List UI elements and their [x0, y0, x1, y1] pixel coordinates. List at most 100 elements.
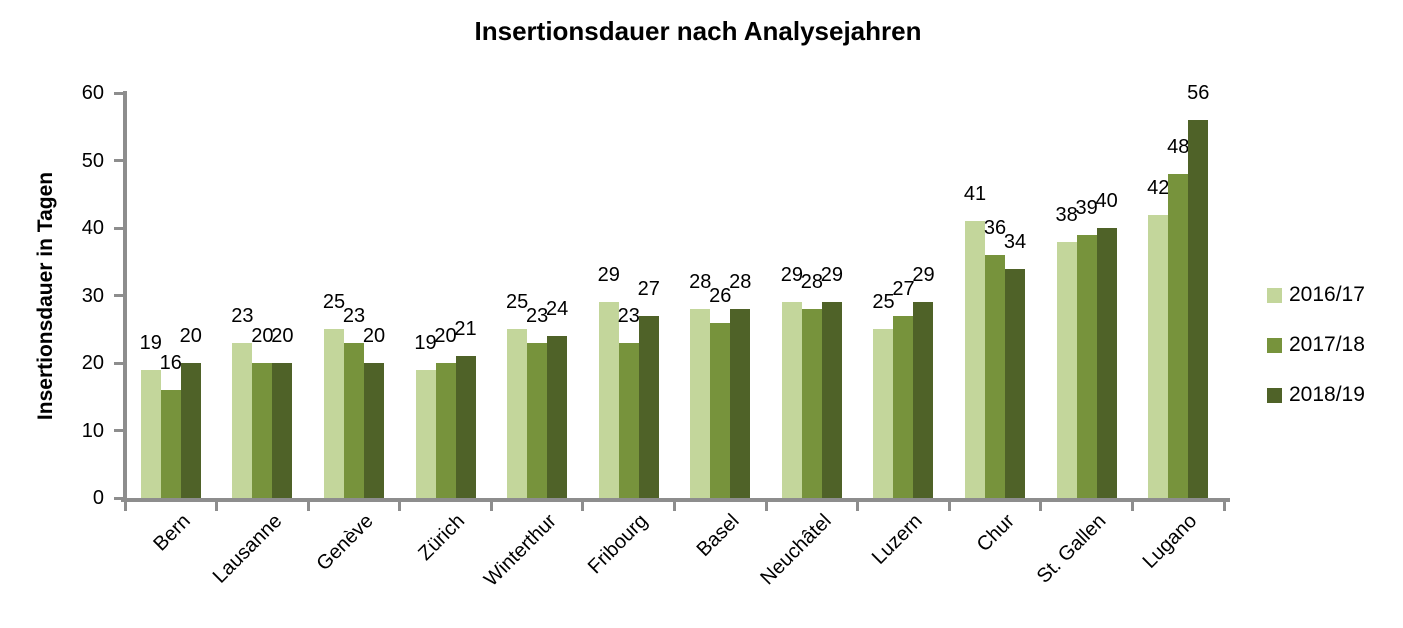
x-axis-label: Chur	[972, 510, 1019, 557]
data-label: 29	[912, 264, 935, 287]
chart-title: Insertionsdauer nach Analysejahren	[474, 16, 922, 46]
bar-2017-18-Neuchâtel	[801, 309, 822, 498]
data-label: 38	[1055, 203, 1078, 226]
bar-2018-19-Lugano	[1188, 120, 1209, 498]
data-label: 19	[139, 331, 162, 354]
data-label: 23	[617, 304, 640, 327]
data-label: 48	[1167, 136, 1190, 158]
bar-2016-17-Lausanne	[232, 342, 253, 498]
data-label: 28	[729, 271, 752, 293]
bar-2018-19-Fribourg	[638, 315, 659, 498]
bar-2017-18-Lugano	[1168, 174, 1189, 498]
x-axis-label: Lugano	[1139, 510, 1202, 573]
data-label: 29	[820, 264, 843, 287]
bar-2017-18-Lausanne	[252, 363, 273, 498]
bar-2018-19-Genève	[363, 363, 384, 498]
y-axis-tick	[114, 429, 125, 432]
legend-swatch	[1267, 287, 1282, 303]
data-label: 21	[454, 318, 477, 341]
data-label: 23	[342, 304, 366, 327]
bar-2016-17-Luzern	[873, 329, 894, 498]
data-label: 20	[434, 325, 457, 347]
bar-2018-19-Luzern	[913, 302, 934, 498]
x-axis-tick	[673, 498, 676, 511]
data-label: 25	[872, 291, 895, 314]
y-axis-tick-label: 40	[81, 217, 104, 239]
bar-2017-18-Fribourg	[618, 342, 639, 498]
data-label: 29	[780, 264, 803, 287]
data-label: 26	[709, 284, 732, 307]
data-label: 39	[1075, 196, 1098, 219]
x-axis-label: St. Gallen	[1032, 510, 1111, 588]
bar-2017-18-Luzern	[893, 315, 914, 498]
data-label: 20	[179, 325, 202, 347]
data-label: 20	[362, 325, 386, 347]
x-axis-label: Luzern	[868, 510, 928, 569]
bar-2018-19-Basel	[730, 309, 751, 498]
x-axis-tick	[489, 498, 493, 511]
bar-2016-17-Fribourg	[598, 302, 619, 498]
y-axis-tick-label: 10	[81, 419, 104, 442]
data-label: 28	[689, 271, 712, 293]
bar-2017-18-Zürich	[435, 363, 456, 498]
data-label: 42	[1147, 176, 1170, 199]
bar-2016-17-Lugano	[1148, 214, 1169, 498]
x-axis-label: Lausanne	[208, 510, 286, 588]
x-axis-tick	[306, 498, 310, 511]
data-label: 19	[414, 331, 437, 354]
bar-2017-18-St. Gallen	[1076, 234, 1097, 498]
legend-swatch	[1267, 387, 1282, 403]
y-axis-tick	[114, 496, 125, 500]
data-label: 29	[597, 264, 620, 287]
y-axis-line	[123, 91, 127, 502]
bar-2017-18-Basel	[710, 322, 731, 498]
bar-2017-18-Genève	[343, 342, 364, 498]
bar-2018-19-Winterthur	[547, 336, 568, 498]
legend-swatch	[1267, 337, 1282, 353]
y-axis-tick-label: 30	[81, 284, 104, 307]
bar-2016-17-Basel	[690, 309, 711, 498]
bar-2017-18-Chur	[985, 255, 1006, 498]
bar-2016-17-Bern	[140, 369, 161, 498]
data-label: 56	[1187, 82, 1210, 104]
data-label: 40	[1095, 190, 1118, 212]
bar-2018-19-Lausanne	[272, 363, 293, 498]
bar-2018-19-Zürich	[455, 356, 476, 498]
data-label: 23	[526, 304, 549, 327]
y-axis-tick	[114, 226, 125, 230]
bar-2016-17-Winterthur	[507, 329, 528, 498]
data-label: 24	[546, 298, 569, 320]
x-axis-label: Fribourg	[584, 510, 653, 579]
bar-2018-19-Bern	[180, 363, 201, 498]
legend-label: 2018/19	[1289, 383, 1365, 406]
legend-item: 2017/18	[1267, 333, 1365, 357]
bar-2016-17-Zürich	[415, 369, 436, 498]
bar-2017-18-Bern	[160, 390, 181, 498]
x-axis-label: Winterthur	[479, 510, 561, 591]
x-axis-tick	[1130, 498, 1134, 511]
x-axis-tick	[947, 498, 951, 511]
data-label: 16	[159, 352, 182, 374]
x-axis-tick	[764, 498, 768, 511]
x-axis-label: Basel	[692, 510, 744, 561]
bar-2018-19-St. Gallen	[1096, 228, 1117, 498]
bar-2016-17-Chur	[965, 221, 986, 498]
y-axis-tick	[114, 91, 125, 95]
y-axis-tick	[114, 294, 125, 297]
y-axis-tick-label: 50	[81, 149, 104, 172]
x-axis-label: Bern	[148, 510, 195, 556]
legend-label: 2017/18	[1289, 333, 1365, 356]
data-label: 34	[1003, 230, 1027, 253]
legend-item: 2016/17	[1267, 283, 1365, 307]
bar-2018-19-Chur	[1005, 268, 1026, 498]
data-label: 27	[892, 277, 915, 300]
x-axis-tick	[123, 498, 127, 511]
data-label: 23	[231, 304, 254, 327]
bar-2016-17-Genève	[323, 329, 344, 498]
bar-2017-18-Winterthur	[527, 342, 548, 498]
legend-label: 2016/17	[1289, 283, 1365, 306]
bar-2018-19-Neuchâtel	[821, 302, 842, 498]
data-label: 41	[963, 183, 987, 206]
y-axis-tick	[114, 361, 125, 365]
